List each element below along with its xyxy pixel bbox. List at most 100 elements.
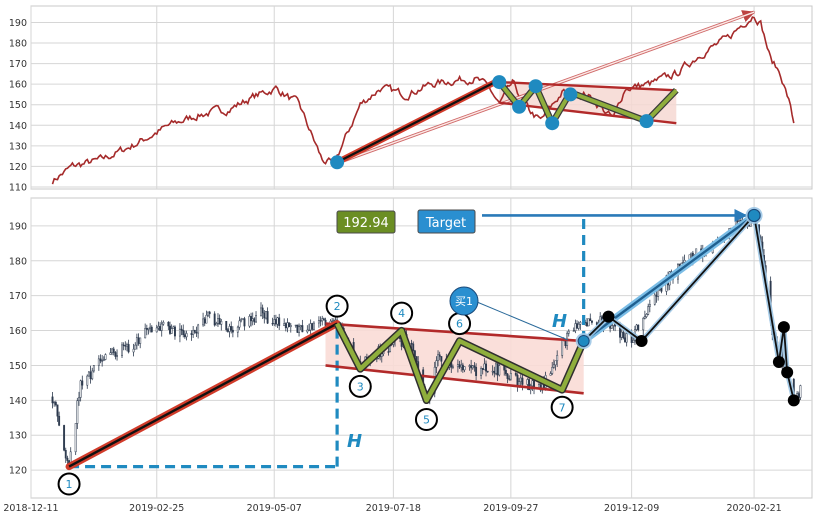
bottom-y-tick-labels: 120 130 140 150 160 170 180 190 (9, 221, 27, 476)
candle-body (203, 318, 206, 324)
top-y-tick: 190 (9, 18, 27, 29)
candle-body (225, 320, 228, 330)
candle-body (157, 326, 160, 329)
candle-body (220, 320, 223, 325)
candle-body (273, 319, 276, 324)
candle-body (643, 316, 646, 319)
candle-body (387, 351, 390, 353)
candle-body (486, 370, 489, 373)
top-pivot-dot (512, 99, 527, 114)
candle-body (178, 328, 181, 337)
candle-body (185, 333, 188, 338)
candle-body (182, 330, 185, 336)
candle-body (498, 365, 501, 376)
candle-body (437, 354, 439, 361)
candle-body (655, 294, 658, 297)
candle-body (126, 344, 128, 347)
bottom-x-tick: 2019-05-07 (247, 503, 302, 514)
pattern-point-7-circle (550, 395, 574, 419)
candle-body (190, 333, 193, 335)
candle-body (104, 354, 107, 360)
candle-body (317, 320, 320, 324)
bottom-x-tick: 2019-07-18 (366, 503, 421, 514)
candle-body (480, 368, 483, 376)
candle-body (253, 318, 256, 323)
top-y-tick: 110 (9, 182, 27, 193)
candle-body (690, 252, 693, 256)
candle-body (738, 220, 741, 222)
candle-body (183, 334, 186, 338)
bottom-x-tick: 2019-02-25 (129, 503, 184, 514)
candle-body (461, 364, 464, 371)
candle-body (528, 379, 531, 390)
candle-body (76, 400, 79, 424)
candle-body (321, 318, 324, 322)
path-dot (781, 366, 794, 379)
candle-body (58, 415, 61, 426)
candle-body (514, 372, 517, 376)
candle-body (438, 354, 441, 357)
candle-body (127, 344, 130, 353)
candle-body (413, 350, 416, 357)
candle-body (231, 329, 234, 333)
candle-body (526, 379, 529, 385)
candle-body (567, 330, 570, 334)
candle-body (228, 326, 231, 332)
candle-body (112, 348, 115, 353)
candle-body (147, 327, 150, 330)
candle-body (101, 360, 104, 362)
candle-body (271, 322, 274, 325)
candle-body (74, 423, 77, 453)
candle-body (213, 313, 216, 326)
candle-body (456, 364, 459, 368)
height-label-1: H (347, 431, 362, 452)
candle-body (460, 364, 463, 368)
candle-body (576, 323, 578, 329)
candle-body (197, 324, 200, 334)
candle-body (109, 352, 112, 355)
candle-body (278, 317, 281, 326)
candle-body (150, 326, 153, 333)
candle-body (491, 370, 494, 373)
top-pivot-dot (528, 79, 543, 94)
value-box: 192.94 (336, 210, 396, 234)
candle-body (111, 348, 114, 354)
candle-body (87, 371, 90, 377)
candle-body (590, 320, 593, 323)
candle-body (622, 331, 625, 339)
candle-body (519, 377, 522, 382)
candle-body (250, 316, 253, 322)
candle-body (435, 360, 438, 368)
candle-body (159, 326, 162, 331)
pattern-point-3-label: 3 (357, 380, 364, 393)
pattern-point-7-label: 7 (559, 401, 566, 414)
top-price-line (51, 16, 795, 185)
candle-body (172, 326, 175, 329)
top-y-tick: 120 (9, 162, 27, 173)
bottom-y-tick: 190 (9, 221, 27, 232)
bottom-y-tick: 150 (9, 361, 27, 372)
candle-body (681, 262, 684, 264)
candle-body (748, 225, 751, 227)
top-y-tick: 160 (9, 80, 27, 91)
top-pivot-dot (639, 114, 654, 129)
bottom-y-tick: 130 (9, 431, 27, 442)
top-price-panel: 110 120 130 140 150 160 170 180 190 (9, 5, 813, 193)
candle-body (238, 320, 241, 328)
candle-body (331, 320, 334, 322)
candle-body (625, 333, 628, 343)
candle-body (89, 371, 92, 380)
candle-body (306, 329, 309, 333)
top-pivot-dot (545, 116, 560, 131)
candle-body (144, 328, 147, 339)
pattern-point-3-circle (348, 374, 372, 398)
candle-body (243, 318, 246, 327)
top-pivot-dot (563, 87, 578, 102)
bottom-x-tick-labels: 2018-12-11 2019-02-25 2019-05-07 2019-07-18… (3, 503, 781, 514)
candle-body (92, 365, 95, 372)
candle-body (114, 352, 117, 357)
bottom-x-tick: 2018-12-11 (3, 503, 58, 514)
candle-body (149, 326, 152, 329)
candle-body (121, 344, 123, 356)
candle-body (205, 314, 208, 324)
